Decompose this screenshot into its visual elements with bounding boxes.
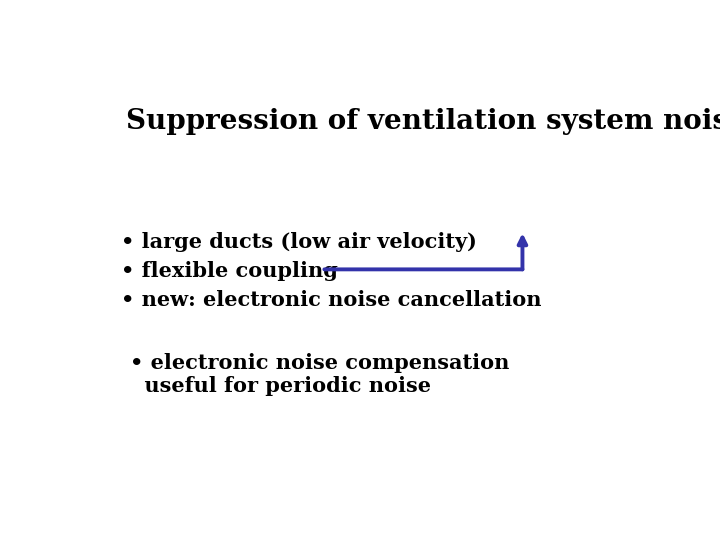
Text: Suppression of ventilation system noise:: Suppression of ventilation system noise: xyxy=(126,109,720,136)
Text: • new: electronic noise cancellation: • new: electronic noise cancellation xyxy=(121,290,541,310)
Text: • electronic noise compensation
  useful for periodic noise: • electronic noise compensation useful f… xyxy=(130,353,510,396)
Text: • large ducts (low air velocity): • large ducts (low air velocity) xyxy=(121,232,477,252)
Text: • flexible coupling: • flexible coupling xyxy=(121,261,338,281)
